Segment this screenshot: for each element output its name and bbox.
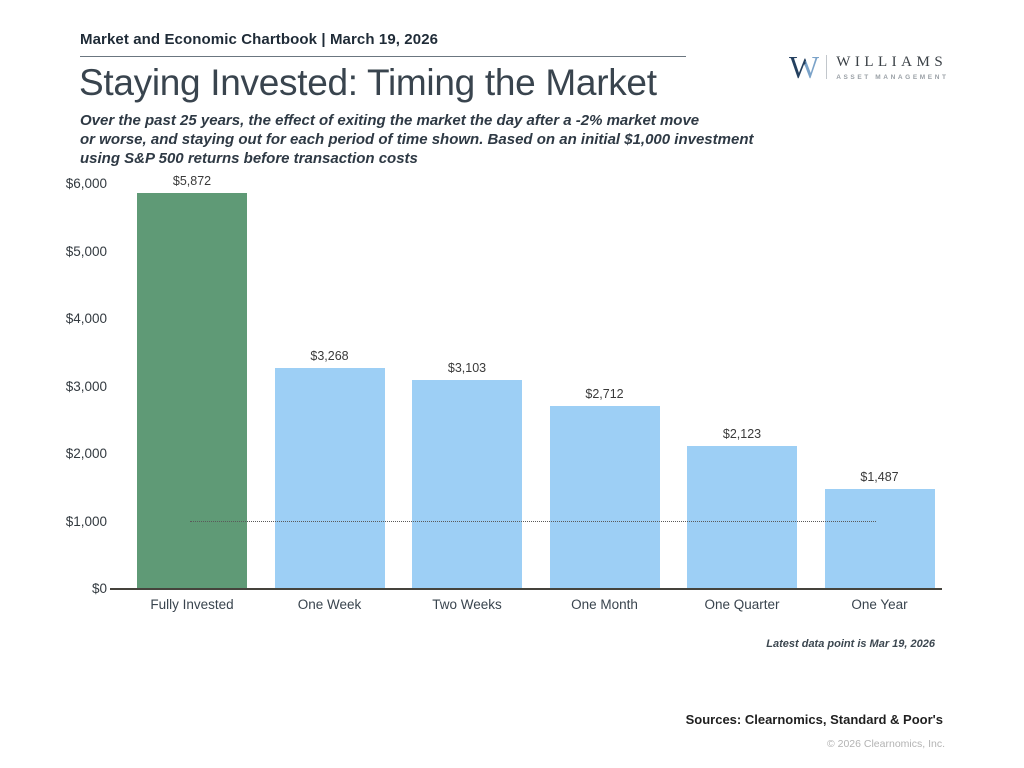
initial-investment-reference-line bbox=[190, 521, 876, 522]
y-axis-tick-label: $4,000 bbox=[65, 311, 107, 326]
x-axis-tick-label: One Month bbox=[571, 597, 638, 612]
y-axis-tick-label: $1,000 bbox=[65, 513, 107, 529]
bar-value-label: $3,268 bbox=[310, 349, 349, 364]
bar-one-year bbox=[824, 488, 935, 589]
bar-value-label: $5,872 bbox=[172, 173, 212, 188]
chartbook-header: Market and Economic Chartbook | March 19… bbox=[80, 31, 439, 48]
y-axis-tick-label: $3,000 bbox=[65, 378, 107, 394]
logo-text: WILLIAMS ASSET MANAGEMENT bbox=[836, 54, 948, 81]
x-axis-tick-label: Two Weeks bbox=[432, 597, 502, 612]
bar-one-quarter bbox=[687, 445, 797, 589]
y-axis-tick-label: $6,000 bbox=[65, 176, 107, 191]
x-axis-tick-label: One Quarter bbox=[704, 597, 780, 612]
page-title: Staying Invested: Timing the Market bbox=[79, 62, 657, 103]
x-axis-tick-label: One Year bbox=[851, 597, 908, 612]
x-axis-tick-label: One Week bbox=[297, 597, 362, 612]
copyright-line: © 2026 Clearnomics, Inc. bbox=[826, 738, 945, 750]
x-axis-baseline bbox=[110, 588, 942, 590]
header-rule bbox=[80, 56, 686, 57]
logo-name: WILLIAMS bbox=[836, 53, 948, 70]
sources-line: Sources: Clearnomics, Standard & Poor's bbox=[685, 712, 943, 727]
bar-value-label: $1,487 bbox=[860, 469, 899, 484]
logo-divider bbox=[826, 55, 828, 79]
williams-monogram-icon: W bbox=[789, 49, 820, 85]
bar-value-label: $3,103 bbox=[447, 360, 487, 375]
bar-fully-invested bbox=[137, 192, 247, 589]
bar-value-label: $2,123 bbox=[722, 426, 762, 441]
bar-value-label: $2,712 bbox=[585, 386, 624, 401]
y-axis-tick-label: $5,000 bbox=[65, 243, 107, 259]
bar-one-week bbox=[274, 368, 385, 589]
y-axis-tick-label: $0 bbox=[91, 581, 107, 596]
bar-two-weeks bbox=[412, 379, 522, 589]
latest-data-point-note: Latest data point is Mar 19, 2026 bbox=[766, 638, 935, 650]
bar-one-month bbox=[549, 405, 660, 589]
y-axis-tick-label: $2,000 bbox=[65, 446, 107, 461]
page-subtitle: Over the past 25 years, the effect of ex… bbox=[80, 112, 754, 167]
williams-logo: W WILLIAMS ASSET MANAGEMENT bbox=[789, 51, 949, 83]
x-axis-tick-label: Fully Invested bbox=[150, 597, 234, 612]
logo-tagline: ASSET MANAGEMENT bbox=[836, 73, 949, 81]
